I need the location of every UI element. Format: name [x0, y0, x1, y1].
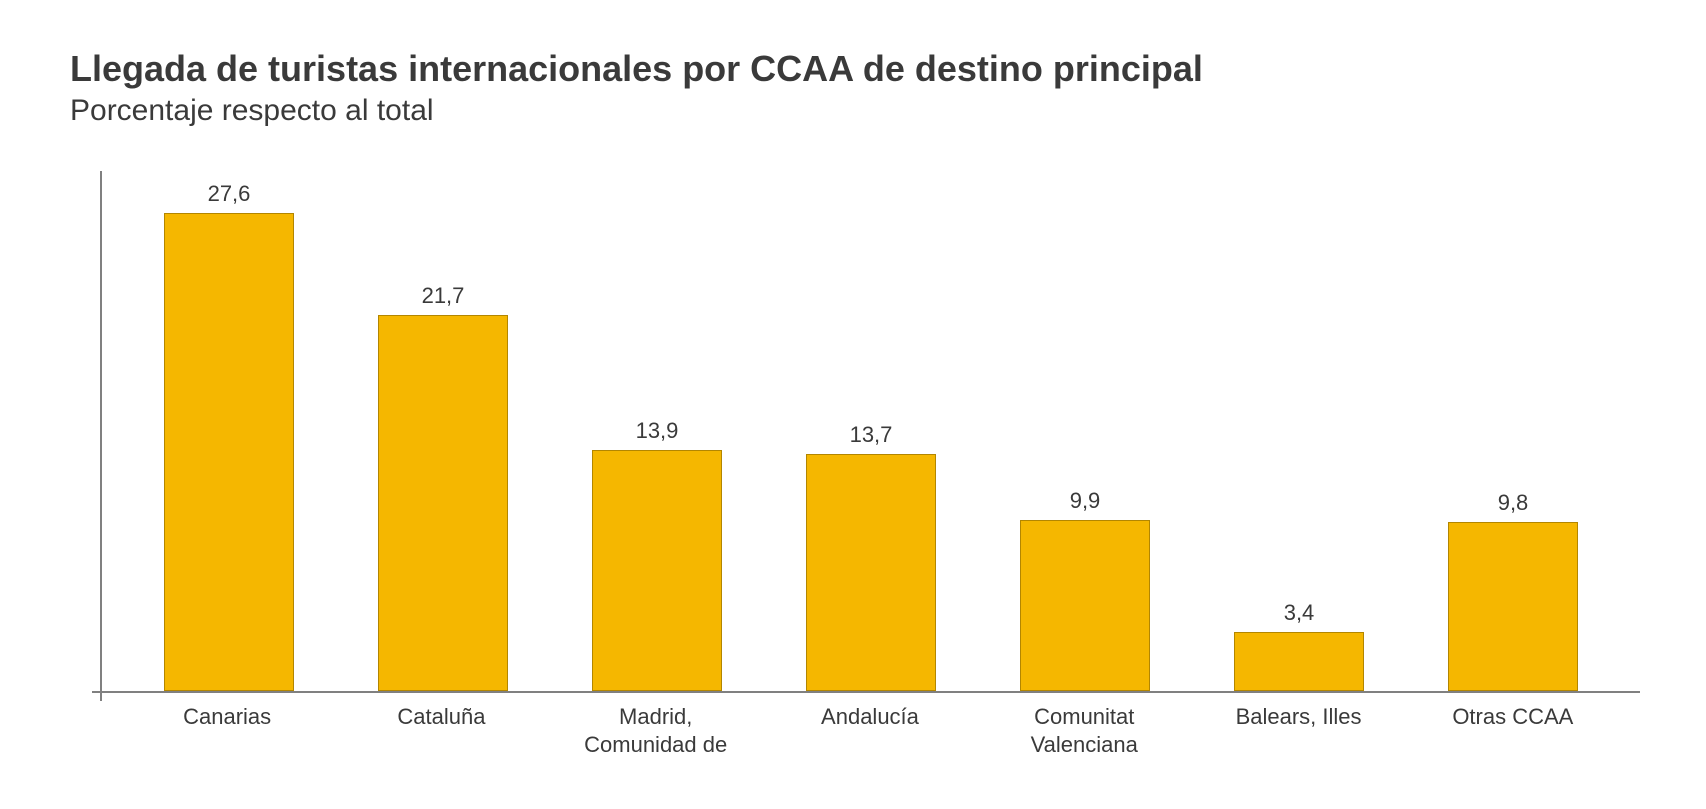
x-axis-label: Madrid, Comunidad de	[549, 703, 763, 758]
bar-slot: 21,7	[336, 283, 550, 691]
bar-value-label: 9,9	[1070, 488, 1101, 514]
x-axis-label: Andalucía	[763, 703, 977, 758]
bar	[1448, 522, 1578, 692]
bar	[592, 450, 722, 691]
chart-subtitle: Porcentaje respecto al total	[70, 93, 1646, 129]
x-axis-label: Otras CCAA	[1406, 703, 1620, 758]
bar	[378, 315, 508, 691]
x-axis-label: Canarias	[120, 703, 334, 758]
bar-value-label: 13,9	[636, 418, 679, 444]
x-axis-labels: CanariasCataluñaMadrid, Comunidad deAnda…	[100, 693, 1640, 758]
chart-title: Llegada de turistas internacionales por …	[70, 48, 1646, 89]
bar-slot: 13,7	[764, 422, 978, 691]
bars-container: 27,6 21,7 13,9 13,7 9,9 3,4 9,8	[102, 171, 1640, 691]
bar	[164, 213, 294, 691]
bar	[1020, 520, 1150, 692]
x-axis-label: Cataluña	[334, 703, 548, 758]
bar-slot: 27,6	[122, 181, 336, 691]
bar-value-label: 21,7	[422, 283, 465, 309]
bar	[806, 454, 936, 691]
bar-value-label: 9,8	[1498, 490, 1529, 516]
bar-value-label: 13,7	[850, 422, 893, 448]
x-axis-label: Balears, Illes	[1191, 703, 1405, 758]
bar-slot: 13,9	[550, 418, 764, 691]
bar-slot: 3,4	[1192, 600, 1406, 691]
bar	[1234, 632, 1364, 691]
bar-slot: 9,9	[978, 488, 1192, 692]
bar-chart: 27,6 21,7 13,9 13,7 9,9 3,4 9,8 CanariasCatalu…	[100, 171, 1640, 758]
bar-value-label: 3,4	[1284, 600, 1315, 626]
x-axis-label: Comunitat Valenciana	[977, 703, 1191, 758]
bar-slot: 9,8	[1406, 490, 1620, 692]
plot-area: 27,6 21,7 13,9 13,7 9,9 3,4 9,8	[100, 171, 1640, 693]
page: Llegada de turistas internacionales por …	[0, 0, 1706, 809]
bar-value-label: 27,6	[208, 181, 251, 207]
